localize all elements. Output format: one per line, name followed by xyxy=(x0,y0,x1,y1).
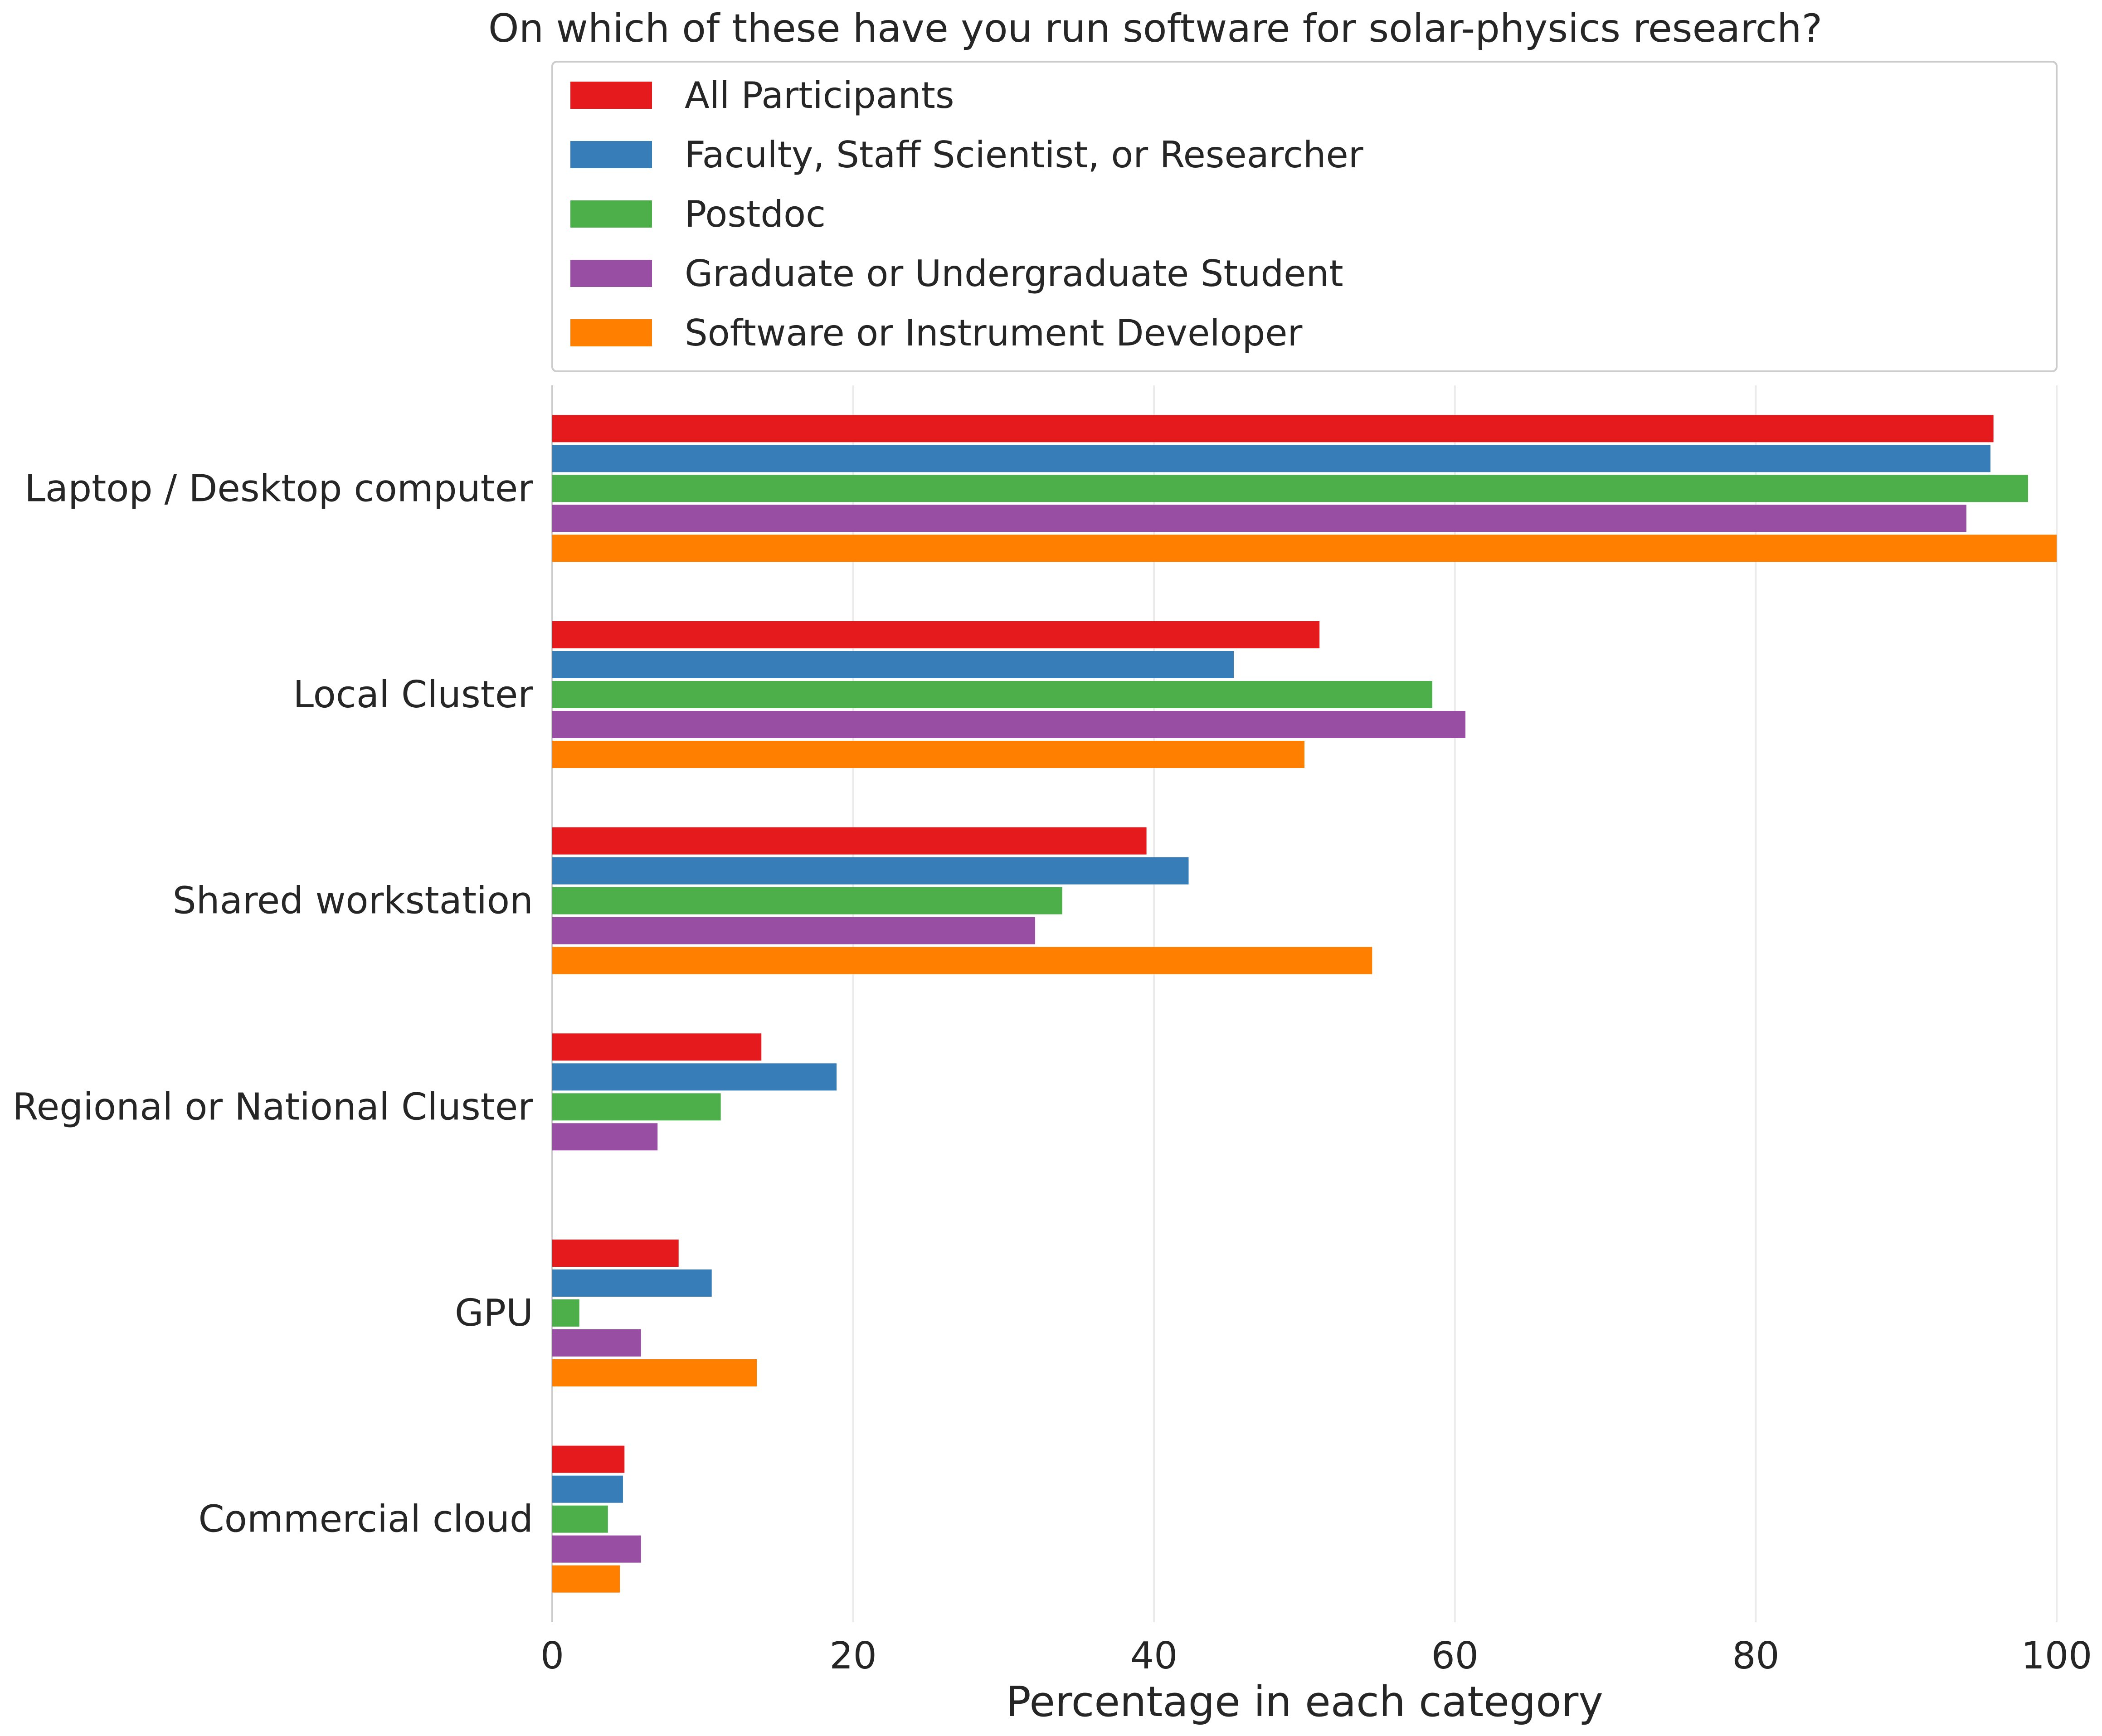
legend-swatch xyxy=(570,319,652,346)
bar-4-4 xyxy=(552,1123,658,1151)
bar-5-3 xyxy=(552,1299,579,1327)
bar-1-5 xyxy=(552,535,2057,562)
bar-6-2 xyxy=(552,1475,623,1503)
bar-5-1 xyxy=(552,1240,679,1267)
x-tick-label: 0 xyxy=(540,1634,564,1678)
bar-5-4 xyxy=(552,1329,641,1357)
bar-2-3 xyxy=(552,681,1433,708)
legend-swatch xyxy=(570,82,652,109)
bar-2-5 xyxy=(552,741,1304,768)
x-tick-label: 40 xyxy=(1130,1634,1178,1678)
x-axis-title: Percentage in each category xyxy=(1006,1678,1603,1726)
category-label: Commercial cloud xyxy=(198,1498,533,1541)
legend: All Participants Faculty, Staff Scientist… xyxy=(570,74,1363,354)
bar-1-1 xyxy=(552,415,1994,443)
category-label: GPU xyxy=(455,1292,533,1335)
legend-label: Software or Instrument Developer xyxy=(685,312,1302,354)
x-tick-label: 20 xyxy=(829,1634,876,1678)
x-tick-label: 60 xyxy=(1431,1634,1479,1678)
chart-title: On which of these have you run software … xyxy=(488,6,1822,51)
bar-4-3 xyxy=(552,1093,721,1121)
bar-6-4 xyxy=(552,1535,641,1563)
bar-3-4 xyxy=(552,917,1036,944)
bars xyxy=(552,415,2057,1593)
x-tick-labels: 0 20 40 60 80 100 xyxy=(540,1634,2092,1678)
legend-label: All Participants xyxy=(685,74,954,117)
x-tick-label: 80 xyxy=(1732,1634,1779,1678)
bar-3-2 xyxy=(552,857,1189,885)
legend-box xyxy=(551,61,2058,372)
bar-6-5 xyxy=(552,1565,620,1593)
bar-1-4 xyxy=(552,505,1966,532)
legend-label: Graduate or Undergraduate Student xyxy=(685,253,1343,295)
category-label: Laptop / Desktop computer xyxy=(24,467,533,510)
bar-2-2 xyxy=(552,651,1234,678)
bar-3-3 xyxy=(552,887,1062,914)
bar-2-4 xyxy=(552,711,1466,738)
category-labels: Laptop / Desktop computer Local Cluster Sh… xyxy=(12,467,533,1541)
bar-6-3 xyxy=(552,1505,608,1533)
bar-4-2 xyxy=(552,1063,837,1091)
legend-label: Faculty, Staff Scientist, or Researcher xyxy=(685,134,1363,176)
bar-5-2 xyxy=(552,1269,712,1297)
bar-4-1 xyxy=(552,1033,762,1061)
bar-5-5 xyxy=(552,1359,757,1386)
bar-3-5 xyxy=(552,947,1372,974)
legend-swatch xyxy=(570,200,652,228)
bar-2-1 xyxy=(552,621,1320,648)
legend-swatch xyxy=(570,260,652,287)
legend-label: Postdoc xyxy=(685,193,826,235)
category-label: Local Cluster xyxy=(293,673,533,716)
x-tick-label: 100 xyxy=(2021,1634,2092,1678)
gridlines xyxy=(852,385,2058,1622)
bar-1-3 xyxy=(552,475,2028,502)
legend-swatch xyxy=(570,141,652,168)
category-label: Regional or National Cluster xyxy=(12,1085,533,1128)
bar-3-1 xyxy=(552,827,1147,855)
bar-6-1 xyxy=(552,1445,625,1473)
bar-1-2 xyxy=(552,445,1991,472)
category-label: Shared workstation xyxy=(173,880,533,923)
